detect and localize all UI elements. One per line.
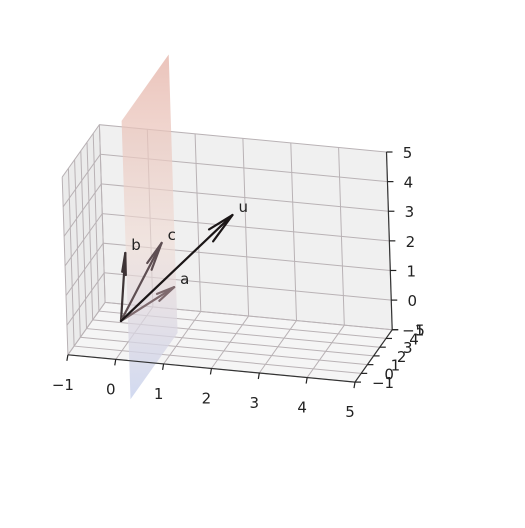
y-tick-label: 4 [409, 330, 419, 348]
vector-b-label: b [131, 236, 141, 254]
vector-a-shaft [119, 286, 176, 323]
vectors: a b c u [119, 198, 248, 323]
vector-u-head-left [212, 213, 234, 243]
x-tick-mark [66, 354, 69, 361]
y-tick-label: 3 [403, 339, 413, 357]
z-tick-label: 4 [404, 174, 414, 192]
x-tick-label: 3 [250, 394, 260, 412]
x-tick-label: 2 [202, 389, 212, 407]
x-tick-mark [257, 372, 260, 380]
vector-u-label: u [238, 198, 248, 216]
x-tick-mark [353, 382, 356, 389]
vector-a-label: a [180, 270, 189, 288]
x-tick-mark [114, 359, 117, 366]
x-tick-label: 5 [345, 403, 355, 421]
y-tick-label: −1 [372, 374, 394, 392]
y-tick-label: 5 [415, 322, 425, 340]
y-tick-label: 2 [397, 348, 407, 366]
z-tick-label: 3 [405, 203, 415, 221]
x-tick-label: 0 [106, 380, 116, 398]
x-tick-label: 4 [297, 399, 307, 417]
vector-u-shaft [119, 213, 234, 323]
x-tick-mark [162, 363, 165, 370]
grid-line-z [65, 242, 391, 296]
z-tick-label: 1 [407, 262, 417, 280]
x-tick-label: −1 [52, 376, 74, 394]
vector-c-label: c [168, 226, 176, 244]
z-tick-label: 2 [406, 233, 416, 251]
grid-line-z [64, 213, 390, 267]
grid-line-z [67, 301, 393, 356]
vector-c-shaft [119, 241, 163, 323]
y-tick-label: 0 [384, 365, 394, 383]
vector-a-head-left [158, 286, 176, 302]
x-tick-label: 1 [154, 385, 164, 403]
x-tick-mark [209, 368, 213, 375]
grid-line-z [62, 153, 388, 207]
grid-line-z [61, 124, 387, 178]
vector-c-head-left [150, 241, 163, 271]
z-tick-label: −1 [402, 322, 424, 340]
grid-line-z [66, 272, 392, 326]
vector-u-head-right [207, 213, 234, 231]
colored-plane [121, 54, 178, 400]
grid-line-z [63, 183, 389, 237]
z-tick-label: 0 [407, 292, 417, 310]
vector-a-head-right [155, 286, 176, 295]
vector-c-head-right [146, 241, 163, 265]
y-tick-label: 1 [391, 357, 401, 375]
plane-surface [121, 54, 178, 400]
vector-b-head-right [121, 251, 127, 273]
x-tick-mark [305, 377, 308, 384]
z-tick-label: 5 [403, 144, 413, 162]
